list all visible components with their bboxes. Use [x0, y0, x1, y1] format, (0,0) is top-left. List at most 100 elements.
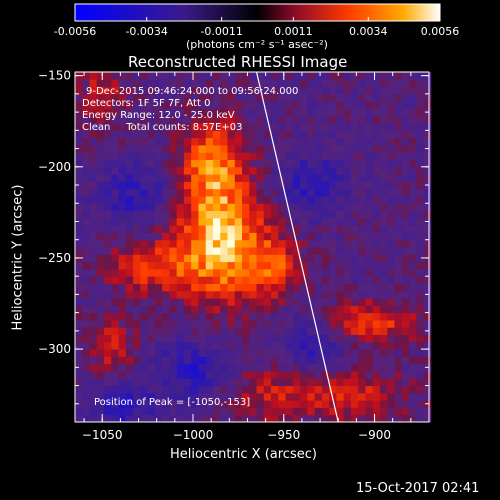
heatmap-cell: [365, 276, 374, 284]
heatmap-cell: [176, 378, 185, 387]
heatmap-cell: [220, 392, 228, 401]
heatmap-cell: [212, 341, 221, 350]
heatmap-cell: [365, 210, 374, 219]
colorbar-unit-label: (photons cm⁻² s⁻¹ asec⁻²): [186, 38, 328, 51]
heatmap-cell: [321, 137, 330, 146]
heatmap-cell: [387, 232, 396, 241]
heatmap-cell: [423, 356, 432, 365]
heatmap-cell: [278, 232, 287, 241]
heatmap-cell: [147, 341, 156, 350]
heatmap-cell: [227, 93, 236, 102]
heatmap-cell: [96, 159, 105, 168]
heatmap-cell: [263, 86, 272, 95]
heatmap-cell: [140, 232, 149, 241]
heatmap-cell: [409, 174, 417, 182]
heatmap-cell: [154, 86, 163, 95]
heatmap-cell: [329, 290, 337, 299]
heatmap-cell: [278, 181, 287, 190]
heatmap-cell: [278, 363, 287, 372]
heatmap-cell: [401, 225, 410, 233]
heatmap-cell: [292, 254, 301, 263]
heatmap-cell: [314, 115, 323, 124]
heatmap-cell: [125, 239, 134, 248]
heatmap-cell: [365, 298, 374, 306]
heatmap-cell: [300, 210, 308, 219]
heatmap-cell: [387, 225, 396, 233]
heatmap-cell: [147, 298, 156, 306]
heatmap-cell: [256, 312, 265, 321]
heatmap-cell: [263, 144, 272, 153]
heatmap-cell: [416, 210, 425, 219]
heatmap-cell: [220, 239, 228, 248]
heatmap-cell: [104, 166, 112, 175]
heatmap-cell: [372, 407, 381, 416]
heatmap-cell: [394, 319, 403, 328]
heatmap-cell: [365, 203, 374, 212]
heatmap-cell: [162, 276, 170, 284]
heatmap-cell: [358, 305, 366, 314]
heatmap-cell: [300, 276, 308, 284]
heatmap-cell: [387, 93, 396, 102]
heatmap-cell: [154, 210, 163, 219]
heatmap-cell: [358, 247, 366, 255]
heatmap-cell: [75, 195, 83, 204]
heatmap-cell: [350, 298, 359, 306]
heatmap-cell: [147, 217, 156, 226]
heatmap-cell: [394, 203, 403, 212]
heatmap-cell: [329, 181, 337, 190]
heatmap-cell: [242, 137, 250, 146]
heatmap-cell: [285, 225, 294, 233]
heatmap-cell: [387, 203, 396, 212]
heatmap-cell: [285, 115, 294, 124]
heatmap-cell: [242, 290, 250, 299]
heatmap-cell: [307, 195, 316, 204]
heatmap-cell: [372, 261, 381, 270]
heatmap-cell: [249, 349, 258, 357]
heatmap-cell: [379, 232, 388, 241]
heatmap-cell: [89, 130, 98, 139]
heatmap-cell: [205, 378, 214, 387]
heatmap-cell: [379, 363, 388, 372]
heatmap-cell: [321, 130, 330, 139]
heatmap-cell: [307, 334, 316, 343]
heatmap-cell: [401, 93, 410, 102]
heatmap-cell: [307, 72, 316, 80]
heatmap-cell: [365, 72, 374, 80]
heatmap-cell: [234, 305, 243, 314]
heatmap-cell: [205, 268, 214, 277]
heatmap-cell: [394, 108, 403, 117]
heatmap-cell: [321, 290, 330, 299]
heatmap-cell: [372, 174, 381, 182]
heatmap-cell: [198, 108, 207, 117]
heatmap-cell: [263, 334, 272, 343]
heatmap-cell: [75, 261, 83, 270]
heatmap-cell: [401, 166, 410, 175]
heatmap-cell: [220, 247, 228, 255]
heatmap-cell: [96, 319, 105, 328]
heatmap-cell: [154, 363, 163, 372]
heatmap-cell: [89, 203, 98, 212]
heatmap-cell: [198, 341, 207, 350]
heatmap-cell: [75, 137, 83, 146]
heatmap-cell: [220, 166, 228, 175]
heatmap-cell: [329, 305, 337, 314]
heatmap-cell: [89, 385, 98, 394]
heatmap-cell: [271, 298, 279, 306]
heatmap-cell: [409, 79, 417, 88]
heatmap-cell: [118, 195, 127, 204]
heatmap-cell: [365, 327, 374, 335]
heatmap-cell: [234, 195, 243, 204]
heatmap-cell: [169, 261, 178, 270]
heatmap-cell: [278, 108, 287, 117]
heatmap-cell: [379, 327, 388, 335]
heatmap-cell: [394, 298, 403, 306]
heatmap-cell: [350, 166, 359, 175]
heatmap-cell: [336, 203, 345, 212]
heatmap-cell: [365, 414, 374, 423]
heatmap-cell: [329, 188, 337, 197]
heatmap-cell: [169, 210, 178, 219]
colorbar-tick-label: -0.0056: [54, 25, 96, 38]
heatmap-cell: [212, 225, 221, 233]
heatmap-cell: [278, 385, 287, 394]
